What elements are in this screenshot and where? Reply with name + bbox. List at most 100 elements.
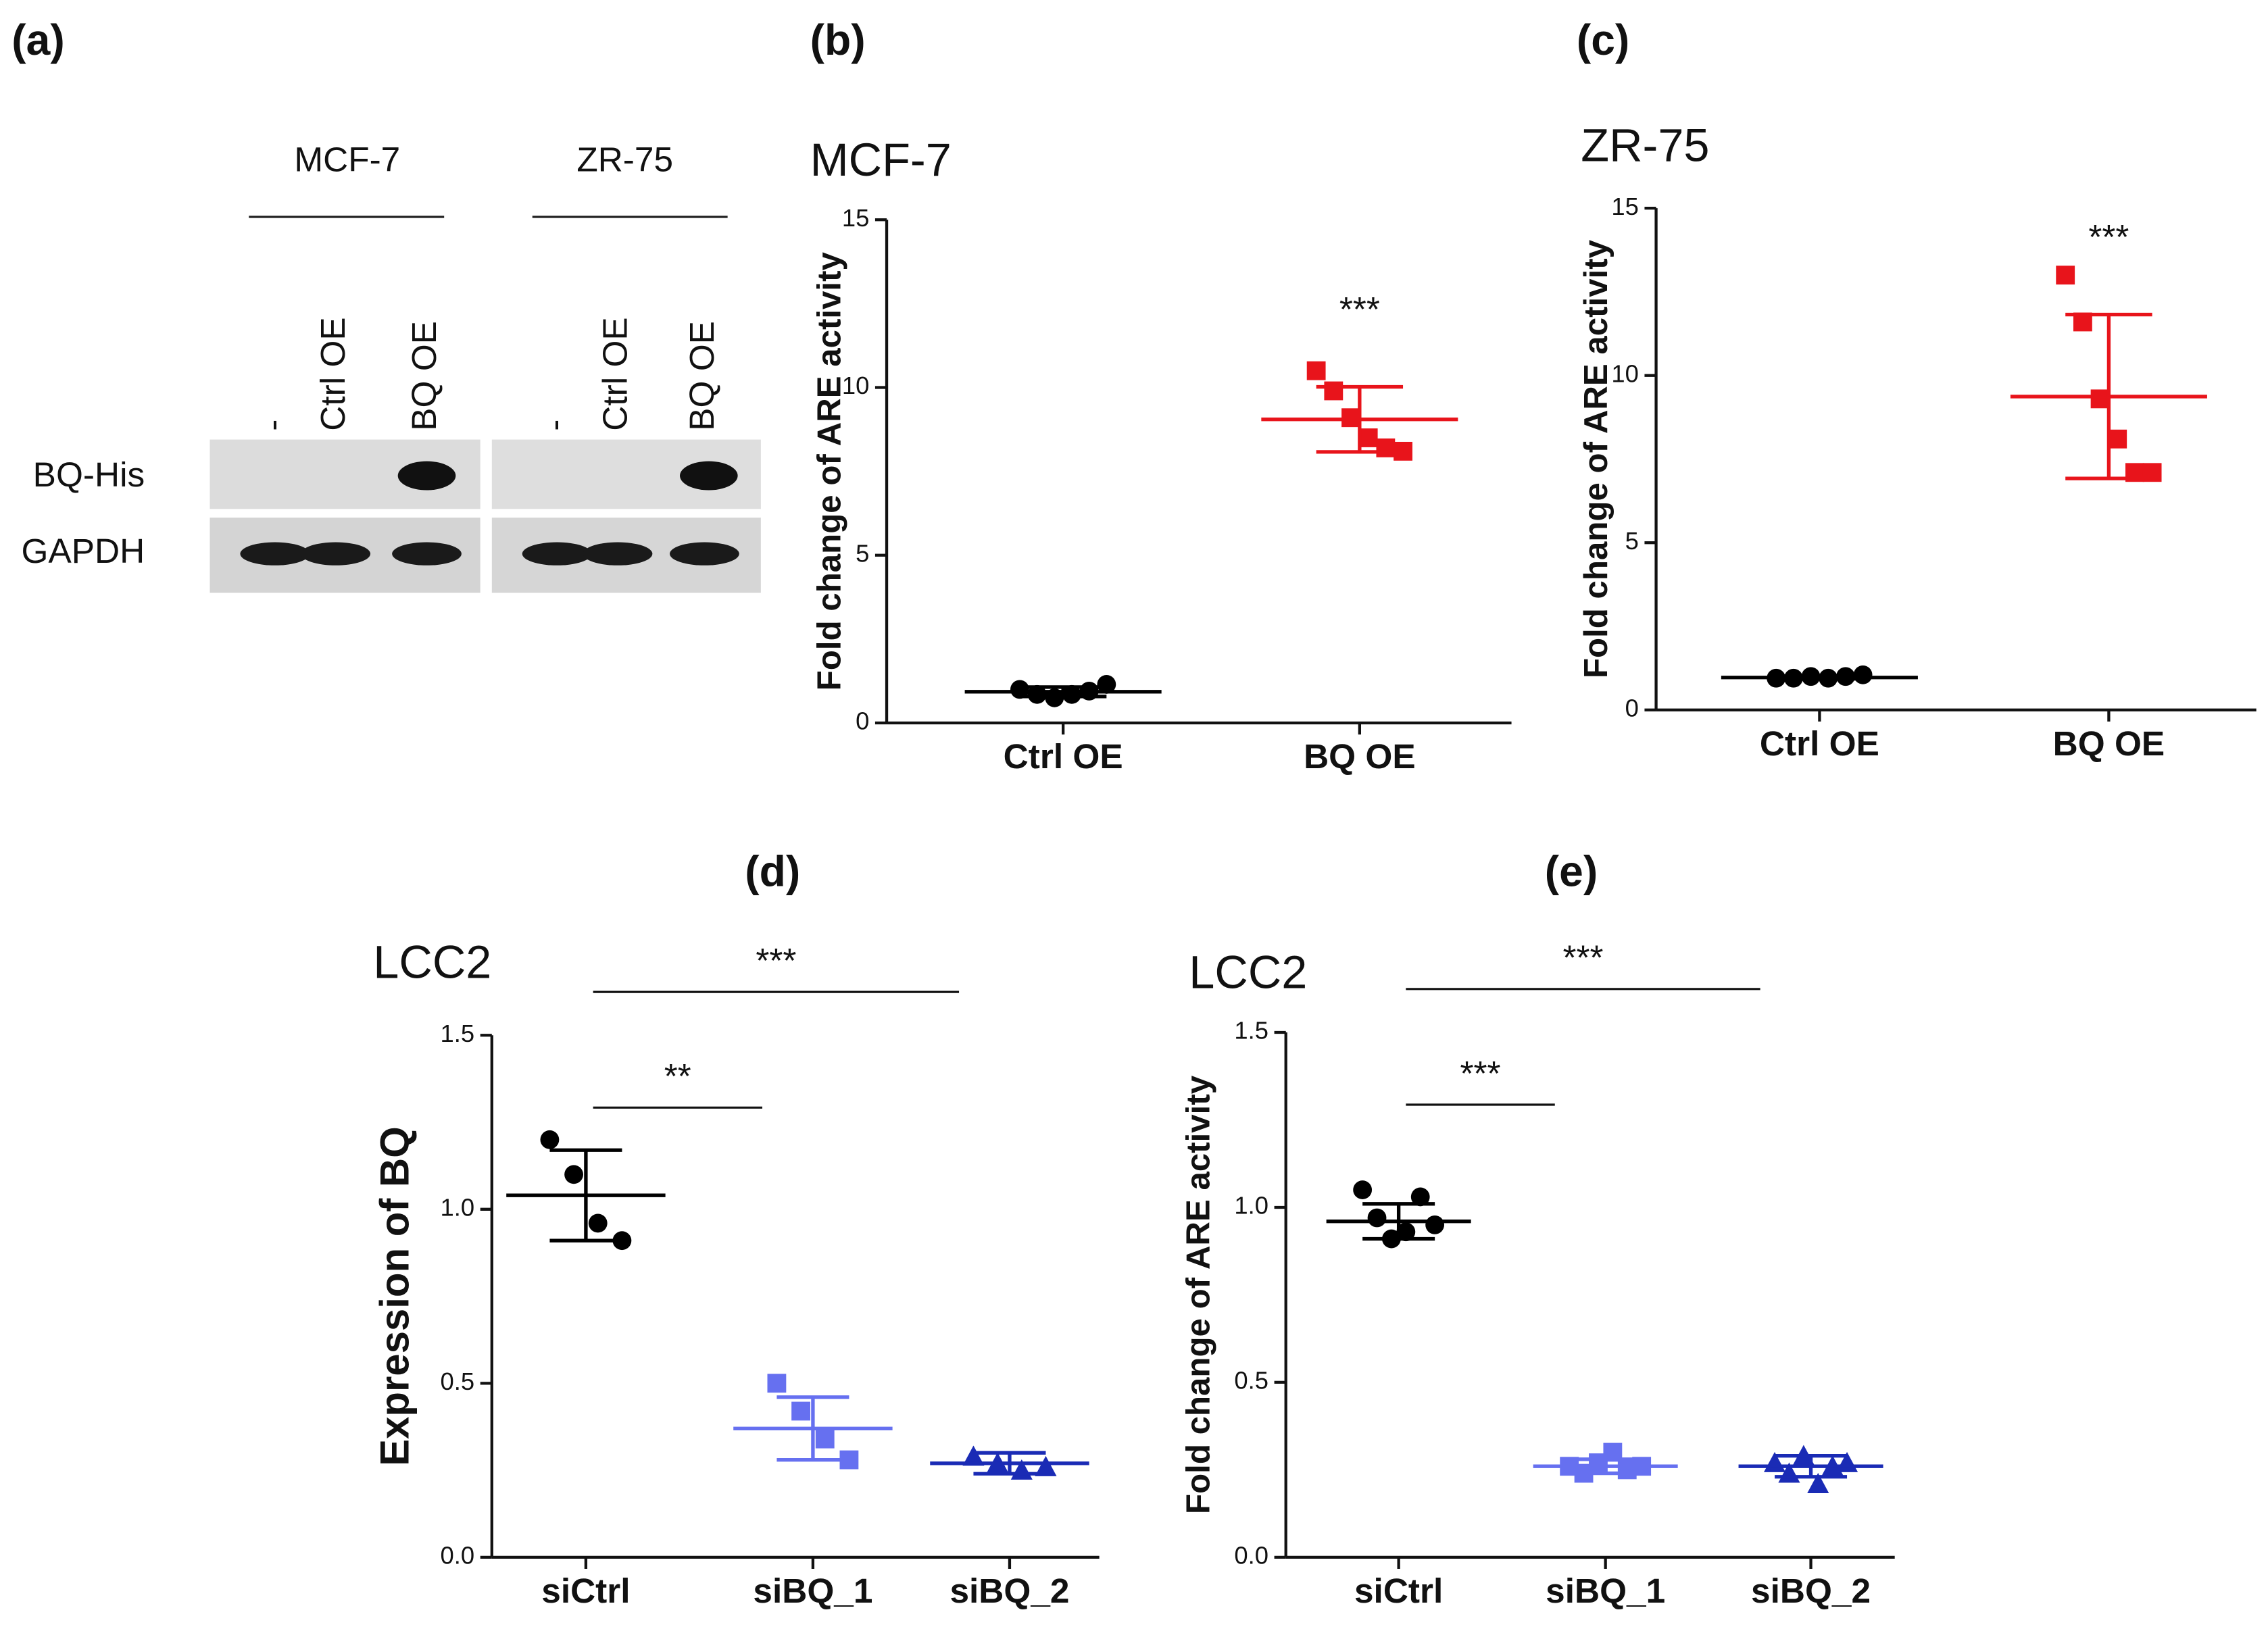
chart: (e) LCC2 Fold change of ARE activity 0.0 0.5… bbox=[1179, 847, 1895, 1610]
data-point bbox=[1367, 1208, 1387, 1228]
data-point bbox=[1425, 1215, 1445, 1234]
y-tick-label: 10 bbox=[1611, 359, 1638, 387]
y-tick-label: 1.0 bbox=[441, 1193, 475, 1221]
panel-label: (b) bbox=[810, 16, 866, 64]
error-bar bbox=[973, 1451, 1046, 1476]
data-point bbox=[1396, 1222, 1416, 1242]
data-point bbox=[1358, 428, 1378, 447]
data-point bbox=[962, 1445, 985, 1466]
error-bar bbox=[1362, 1202, 1435, 1241]
chart-title: MCF-7 bbox=[810, 134, 952, 186]
significance: *** bbox=[1460, 1054, 1501, 1093]
y-tick-label: 5 bbox=[1625, 527, 1639, 555]
data-point bbox=[1035, 1455, 1057, 1476]
data-point bbox=[2056, 266, 2075, 285]
lane-label: Ctrl OE bbox=[596, 317, 635, 430]
cell-line-label: MCF-7 bbox=[294, 140, 400, 178]
y-tick-label: 5 bbox=[856, 539, 869, 567]
significance: *** bbox=[1339, 290, 1380, 328]
x-tick-label: BQ OE bbox=[1304, 737, 1416, 776]
data-point bbox=[767, 1374, 787, 1393]
chart: (b) MCF-7 Fold change of ARE activity 0 5 10 1… bbox=[810, 16, 1512, 776]
y-tick-label: 10 bbox=[842, 372, 869, 399]
data-point bbox=[540, 1130, 560, 1149]
y-tick-label: 1.5 bbox=[441, 1020, 475, 1047]
error-bar bbox=[776, 1395, 849, 1462]
chart-title: ZR-75 bbox=[1581, 120, 1709, 172]
y-tick-label: 0.5 bbox=[1234, 1367, 1268, 1395]
blot-band bbox=[680, 461, 738, 491]
x-tick-label: siBQ_1 bbox=[1546, 1572, 1665, 1610]
x-tick-label: siCtrl bbox=[541, 1572, 630, 1610]
blot-band bbox=[583, 542, 653, 566]
data-point bbox=[1306, 361, 1326, 380]
y-tick-label: 0 bbox=[1625, 694, 1639, 722]
chart: (d) LCC2 Expression of BQ 0.0 0.5 1.0 1.5 siCtr… bbox=[372, 847, 1100, 1610]
data-point bbox=[815, 1429, 835, 1449]
lane-label: - bbox=[253, 420, 291, 431]
data-point bbox=[1010, 680, 1029, 699]
blot-band bbox=[397, 461, 456, 491]
y-tick-label: 0 bbox=[856, 707, 869, 735]
data-point bbox=[791, 1401, 810, 1421]
x-tick-label: siBQ_1 bbox=[753, 1572, 872, 1610]
significance: *** bbox=[1563, 938, 1604, 977]
y-tick-label: 0.0 bbox=[1234, 1541, 1268, 1569]
y-axis-label: Fold change of ARE activity bbox=[1179, 1075, 1216, 1514]
chart-title: LCC2 bbox=[1189, 947, 1307, 999]
western-blot: (a) MCF-7 - Ctrl OE BQ OE ZR-75 - Ctrl OE BQ OE… bbox=[11, 16, 761, 593]
panel-label: (e) bbox=[1545, 847, 1598, 896]
lane-label: BQ OE bbox=[405, 321, 443, 431]
row-label: GAPDH bbox=[22, 532, 145, 570]
row-label: BQ-His bbox=[33, 455, 145, 494]
significance: *** bbox=[2088, 218, 2129, 256]
data-point bbox=[1807, 1473, 1829, 1494]
blot-band bbox=[240, 542, 310, 566]
data-point bbox=[588, 1213, 608, 1233]
x-tick-label: siCtrl bbox=[1354, 1572, 1443, 1610]
x-tick-label: BQ OE bbox=[2053, 724, 2165, 763]
error-bar bbox=[2065, 312, 2152, 480]
error-bar bbox=[1316, 384, 1404, 454]
error-bar bbox=[1775, 1453, 1848, 1479]
data-point bbox=[1027, 684, 1047, 704]
panel-label: (a) bbox=[11, 16, 64, 64]
data-point bbox=[2090, 389, 2110, 409]
lane-label: Ctrl OE bbox=[314, 317, 352, 430]
blot-band bbox=[670, 542, 739, 566]
error-bar bbox=[549, 1148, 622, 1243]
x-tick-label: Ctrl OE bbox=[1004, 737, 1123, 776]
y-axis-label: Fold change of ARE activity bbox=[811, 252, 848, 691]
data-point bbox=[1410, 1187, 1430, 1207]
y-axis-label: Expression of BQ bbox=[372, 1126, 418, 1466]
error-bar bbox=[1019, 685, 1107, 699]
data-point bbox=[564, 1165, 583, 1184]
x-tick-label: siBQ_2 bbox=[1751, 1572, 1871, 1610]
chart-title: LCC2 bbox=[373, 936, 491, 988]
x-tick-label: Ctrl OE bbox=[1760, 724, 1879, 763]
data-point bbox=[1097, 675, 1116, 694]
blot-band bbox=[522, 542, 592, 566]
significance: *** bbox=[756, 941, 796, 980]
data-point bbox=[1353, 1180, 1373, 1199]
data-point bbox=[2108, 429, 2127, 449]
y-tick-label: 15 bbox=[1611, 193, 1638, 220]
chart: (c) ZR-75 Fold change of ARE activity 0 5 10 1… bbox=[1577, 16, 2257, 763]
y-tick-label: 1.0 bbox=[1234, 1192, 1268, 1220]
panel-label: (c) bbox=[1577, 16, 1629, 64]
y-tick-label: 0.5 bbox=[441, 1367, 475, 1395]
data-point bbox=[1324, 381, 1343, 401]
y-tick-label: 0.0 bbox=[441, 1541, 475, 1569]
cell-line-label: ZR-75 bbox=[576, 140, 673, 178]
blot-band bbox=[301, 542, 371, 566]
error-bar bbox=[1569, 1457, 1642, 1476]
lane-label: - bbox=[535, 420, 574, 431]
blot-band bbox=[392, 542, 462, 566]
y-tick-label: 1.5 bbox=[1234, 1017, 1268, 1045]
y-axis-label: Fold change of ARE activity bbox=[1577, 239, 1614, 678]
x-tick-label: siBQ_2 bbox=[950, 1572, 1069, 1610]
panel-label: (d) bbox=[745, 847, 800, 896]
lane-label: BQ OE bbox=[683, 321, 721, 431]
